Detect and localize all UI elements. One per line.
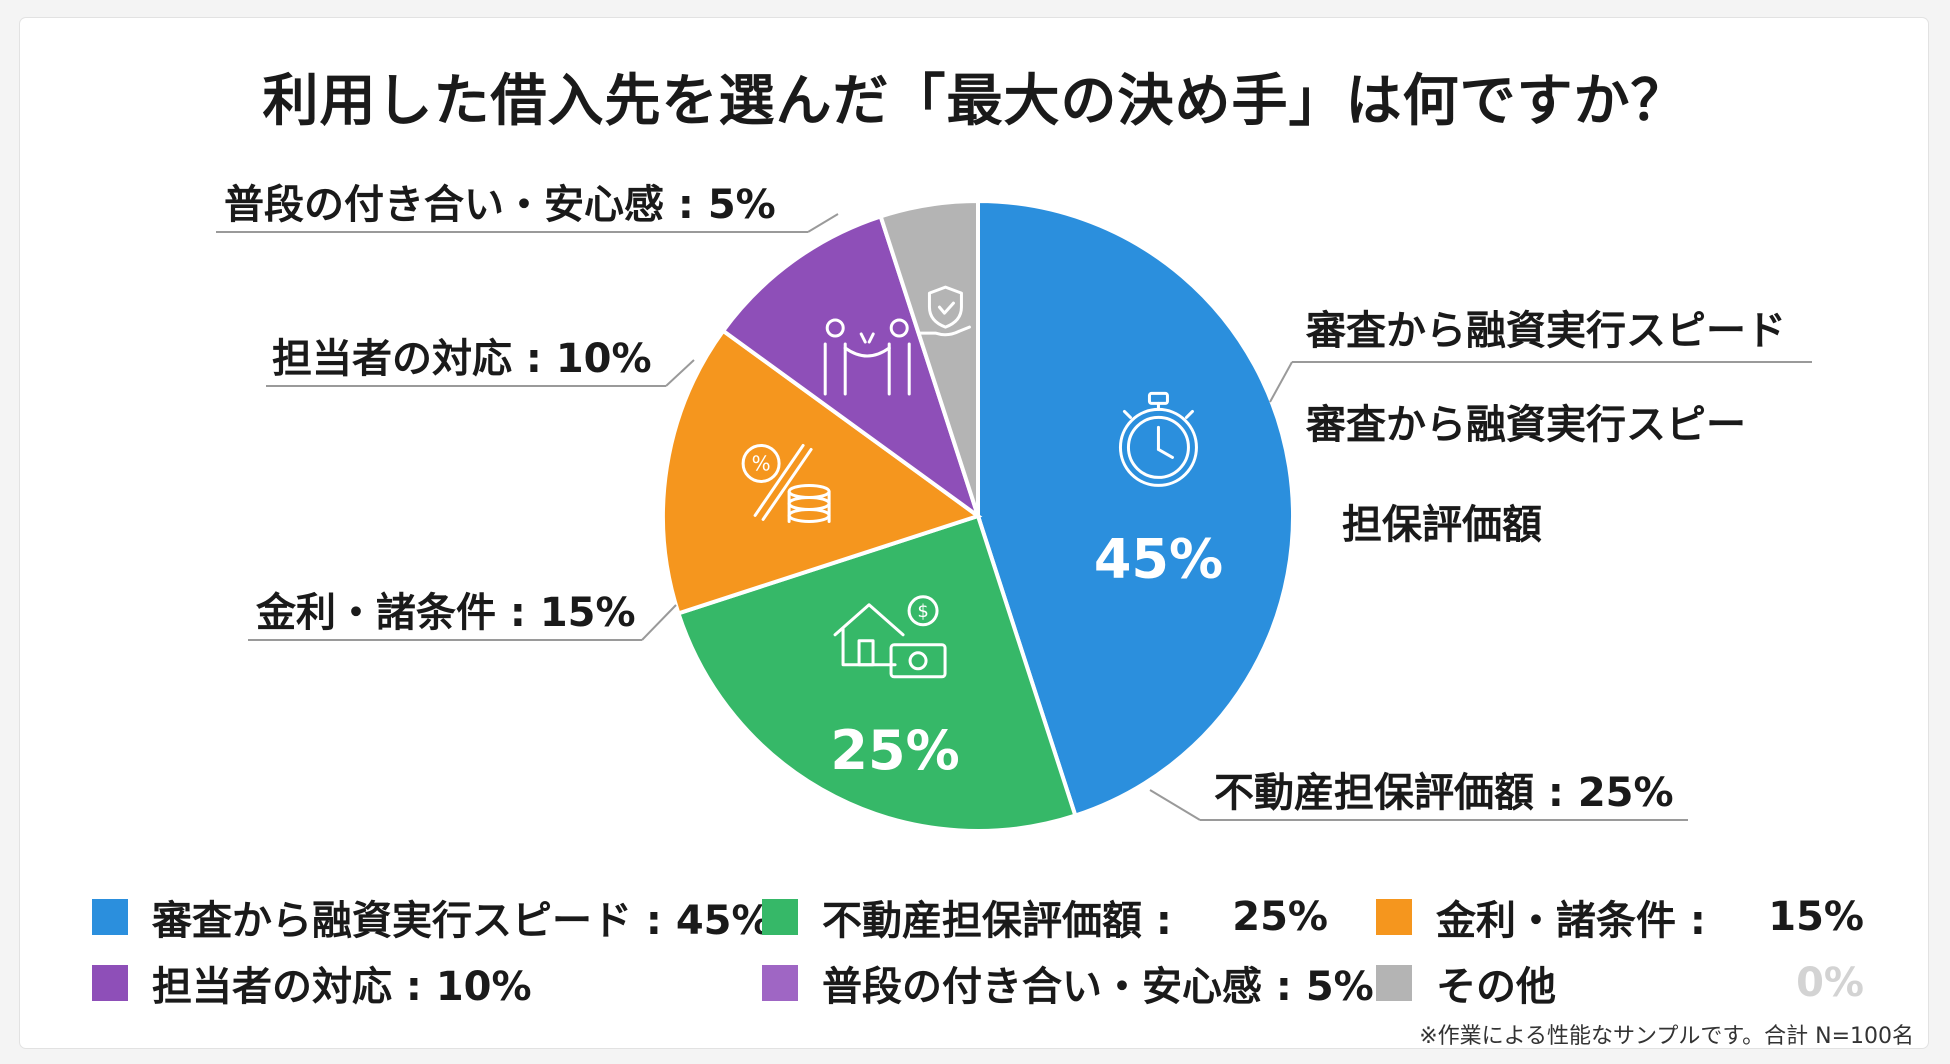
svg-text:$: $ xyxy=(917,601,928,622)
legend-label: 不動産担保評価額 : xyxy=(822,898,1172,944)
pie-slice-1 xyxy=(675,513,1078,833)
stopwatch-icon xyxy=(1118,391,1198,487)
leader-real-estate-connector xyxy=(1149,789,1201,821)
callout-speed-line2: 審査から融資実行スピー xyxy=(1306,402,1746,448)
legend-swatch xyxy=(1376,899,1412,935)
legend-item-speed: 審査から融資実行スピード : 45% xyxy=(92,892,772,944)
legend-swatch xyxy=(762,965,798,1001)
legend-swatch xyxy=(92,965,128,1001)
legend-item-relationship: 普段の付き合い・安心感 : 5% xyxy=(762,958,1374,1010)
legend-swatch xyxy=(92,899,128,935)
callout-staff: 担当者の対応 : 10% xyxy=(272,336,652,382)
legend-item-real-estate: 不動産担保評価額 : 25% xyxy=(762,892,1328,944)
legend-label: 審査から融資実行スピード : 45% xyxy=(152,898,772,944)
footnote: ※作業による性能なサンプルです。合計 N=100名 xyxy=(1419,1024,1914,1049)
legend-label: 普段の付き合い・安心感 : 5% xyxy=(822,964,1374,1010)
callout-interest: 金利・諸条件 : 15% xyxy=(256,590,636,636)
leader-relationship-connector xyxy=(807,213,839,233)
pie-slice-4 xyxy=(878,198,980,517)
pie-slice-3 xyxy=(720,213,982,522)
legend-swatch xyxy=(1376,965,1412,1001)
leader-interest-connector xyxy=(641,604,677,641)
callout-speed-line1: 審査から融資実行スピード xyxy=(1306,308,1786,354)
callout-relationship: 普段の付き合い・安心感 : 5% xyxy=(224,182,776,228)
pie-slice-0 xyxy=(976,198,1295,819)
callout-real-estate: 不動産担保評価額 : 25% xyxy=(1214,770,1674,816)
callout-speed-line3: 担保評価額 xyxy=(1342,502,1542,548)
legend-label: その他 xyxy=(1436,964,1556,1010)
legend-item-interest: 金利・諸条件 : 15% xyxy=(1376,892,1864,944)
leader-staff-connector xyxy=(665,359,695,387)
percent-coins-icon: % xyxy=(741,443,831,523)
chart-title: 利用した借入先を選んだ「最大の決め手」は何ですか？ xyxy=(262,69,1688,134)
pie-label-1: 25% xyxy=(830,719,959,782)
legend-value: 15% xyxy=(1768,894,1864,940)
shield-hand-icon xyxy=(917,285,971,337)
legend-value: 0% xyxy=(1796,960,1864,1006)
legend-label: 担当者の対応 : 10% xyxy=(152,964,532,1010)
leader-speed-connector xyxy=(1269,361,1293,403)
pie-label-0: 45% xyxy=(1094,527,1223,590)
handshake-icon xyxy=(823,318,911,396)
svg-text:%: % xyxy=(752,451,771,475)
pie-slice-2 xyxy=(661,328,983,616)
house-money-icon: $ xyxy=(833,595,947,679)
legend-item-staff: 担当者の対応 : 10% xyxy=(92,958,732,1010)
legend-label: 金利・諸条件 : xyxy=(1436,898,1706,944)
legend-value: 25% xyxy=(1232,894,1328,940)
legend-item-other: その他 0% xyxy=(1376,958,1864,1010)
legend-swatch xyxy=(762,899,798,935)
